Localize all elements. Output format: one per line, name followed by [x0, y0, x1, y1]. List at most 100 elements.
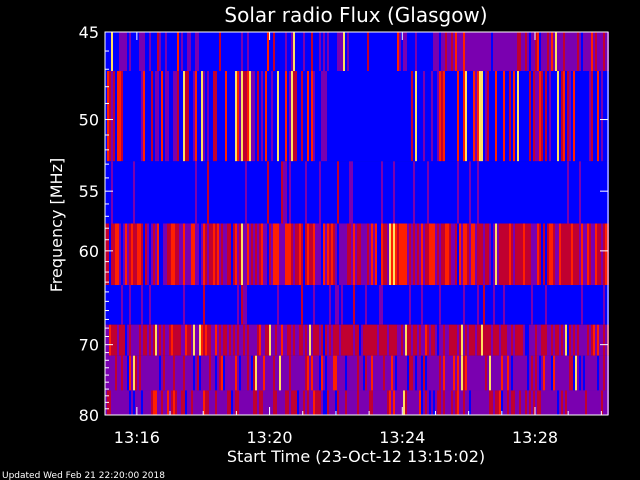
spectrum-column — [253, 32, 255, 72]
spectrum-column — [157, 32, 159, 72]
spectrum-column — [491, 223, 493, 286]
spectrum-column — [545, 355, 547, 391]
spectrum-column — [295, 390, 297, 415]
spectrum-column — [189, 390, 191, 415]
spectrum-column — [549, 355, 551, 391]
spectrum-column — [573, 32, 575, 72]
spectrum-column — [303, 324, 305, 356]
spectrum-column — [543, 355, 545, 391]
spectrum-column — [279, 223, 281, 286]
spectrum-column — [541, 285, 543, 325]
spectrum-column — [491, 324, 493, 356]
spectrum-column — [493, 161, 495, 224]
spectrum-column — [529, 223, 531, 286]
spectrum-column — [261, 324, 263, 356]
spectrum-column — [579, 324, 581, 356]
spectrum-column — [251, 324, 253, 356]
spectrum-column — [535, 32, 537, 72]
y-tick-label: 60 — [79, 242, 99, 261]
spectrum-column — [327, 285, 329, 325]
spectrum-column — [235, 32, 237, 72]
spectrum-column — [441, 71, 443, 162]
spectrum-column — [595, 355, 597, 391]
spectrum-column — [445, 161, 447, 224]
spectrum-column — [347, 71, 349, 162]
spectrum-column — [513, 71, 515, 162]
spectrum-column — [211, 285, 213, 325]
spectrum-column — [167, 223, 169, 286]
spectrum-column — [409, 161, 411, 224]
spectrum-column — [113, 32, 115, 72]
spectrum-column — [199, 390, 201, 415]
spectrum-column — [309, 223, 311, 286]
spectrum-column — [151, 390, 153, 415]
spectrum-column — [255, 71, 257, 162]
spectrum-column — [173, 223, 175, 286]
spectrum-column — [491, 161, 493, 224]
spectrum-column — [587, 71, 589, 162]
spectrum-column — [295, 324, 297, 356]
spectrum-column — [599, 324, 601, 356]
spectrum-column — [369, 324, 371, 356]
spectrum-column — [537, 71, 539, 162]
spectrum-column — [411, 355, 413, 391]
spectrum-column — [153, 324, 155, 356]
spectrum-column — [547, 285, 549, 325]
spectrum-column — [579, 390, 581, 415]
spectrum-column — [401, 32, 403, 72]
spectrum-column — [467, 161, 469, 224]
spectrum-column — [267, 285, 269, 325]
spectrum-column — [139, 324, 141, 356]
spectrum-column — [143, 390, 145, 415]
spectrum-column — [363, 390, 365, 415]
spectrum-column — [567, 285, 569, 325]
spectrum-column — [293, 223, 295, 286]
spectrum-column — [431, 285, 433, 325]
spectrum-column — [585, 32, 587, 72]
spectrum-column — [133, 223, 135, 286]
spectrum-column — [343, 355, 345, 391]
spectrum-column — [355, 355, 357, 391]
spectrum-column — [511, 161, 513, 224]
spectrum-column — [503, 223, 505, 286]
spectrum-column — [459, 71, 461, 162]
spectrum-column — [575, 390, 577, 415]
spectrum-column — [551, 390, 553, 415]
spectrum-column — [239, 324, 241, 356]
spectrum-column — [311, 223, 313, 286]
spectrum-column — [231, 390, 233, 415]
spectrum-column — [385, 324, 387, 356]
y-tick-label: 70 — [79, 336, 99, 355]
spectrum-column — [485, 32, 487, 72]
spectrum-column — [481, 285, 483, 325]
spectrum-column — [383, 223, 385, 286]
spectrum-column — [409, 355, 411, 391]
spectrum-column — [399, 161, 401, 224]
spectrum-column — [439, 161, 441, 224]
spectrum-column — [413, 161, 415, 224]
spectrum-column — [251, 390, 253, 415]
spectrum-column — [391, 285, 393, 325]
spectrum-column — [481, 161, 483, 224]
spectrum-column — [529, 161, 531, 224]
spectrum-column — [513, 390, 515, 415]
spectrum-column — [571, 32, 573, 72]
spectrum-column — [519, 324, 521, 356]
spectrum-column — [257, 161, 259, 224]
spectrum-column — [589, 390, 591, 415]
spectrum-column — [345, 32, 347, 72]
spectrum-column — [297, 32, 299, 72]
spectrum-column — [209, 32, 211, 72]
spectrum-column — [599, 355, 601, 391]
spectrum-column — [473, 285, 475, 325]
spectrum-column — [597, 285, 599, 325]
spectrum-column — [507, 161, 509, 224]
spectrum-column — [331, 161, 333, 224]
spectrum-column — [471, 32, 473, 72]
spectrum-column — [121, 71, 123, 162]
spectrum-column — [515, 71, 517, 162]
spectrum-column — [129, 71, 131, 162]
spectrum-column — [459, 355, 461, 391]
spectrum-column — [231, 223, 233, 286]
spectrum-column — [381, 285, 383, 325]
